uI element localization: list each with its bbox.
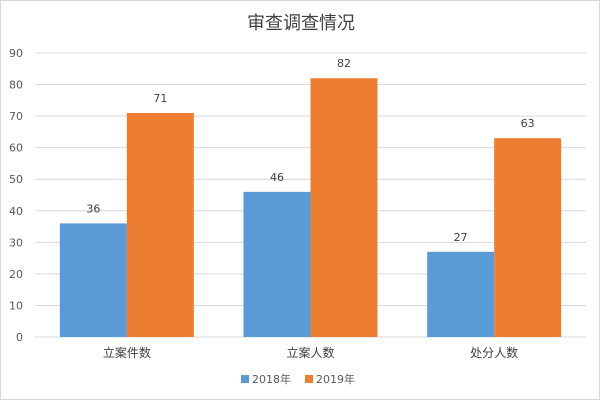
data-label-2018年-立案件数: 36 xyxy=(86,202,100,215)
data-labels: 36 71 46 82 27 63 xyxy=(86,57,534,244)
bar-2019年-处分人数 xyxy=(494,138,562,337)
bar-2018年-立案件数 xyxy=(59,223,127,337)
y-tick-label-10: 10 xyxy=(9,299,23,312)
data-label-2019年-处分人数: 63 xyxy=(521,117,535,130)
data-label-2019年-立案件数: 71 xyxy=(153,92,167,105)
bars xyxy=(59,78,562,337)
bar-2018年-处分人数 xyxy=(427,251,495,337)
y-tick-label-70: 70 xyxy=(9,110,23,123)
data-label-2019年-立案人数: 82 xyxy=(337,57,351,70)
category-label-2: 立案人数 xyxy=(286,345,334,360)
category-label-3: 处分人数 xyxy=(470,345,518,360)
y-tick-label-0: 0 xyxy=(16,331,23,344)
x-axis-categories: 立案件数 立案人数 处分人数 xyxy=(103,345,518,360)
data-label-2018年-处分人数: 27 xyxy=(454,231,468,244)
y-tick-label-80: 80 xyxy=(9,79,23,92)
data-label-2018年-立案人数: 46 xyxy=(270,171,284,184)
category-label-1: 立案件数 xyxy=(103,345,151,360)
y-tick-label-50: 50 xyxy=(9,173,23,186)
y-tick-label-60: 60 xyxy=(9,142,23,155)
legend: 2018年 2019年 xyxy=(241,372,355,386)
y-tick-label-40: 40 xyxy=(9,205,23,218)
y-tick-label-90: 90 xyxy=(9,47,23,60)
y-axis-ticks: 0 10 20 30 40 50 60 70 80 90 xyxy=(9,47,23,344)
bar-2018年-立案人数 xyxy=(243,191,311,337)
legend-swatch-2018年 xyxy=(241,375,249,383)
chart-title: 审查调查情况 xyxy=(247,13,355,34)
legend-label-2018年: 2018年 xyxy=(252,372,291,386)
bar-2019年-立案人数 xyxy=(310,78,378,337)
y-tick-label-30: 30 xyxy=(9,236,23,249)
legend-label-2019年: 2019年 xyxy=(316,372,355,386)
y-tick-label-20: 20 xyxy=(9,268,23,281)
bar-2019年-立案件数 xyxy=(126,112,194,337)
legend-swatch-2019年 xyxy=(305,375,313,383)
